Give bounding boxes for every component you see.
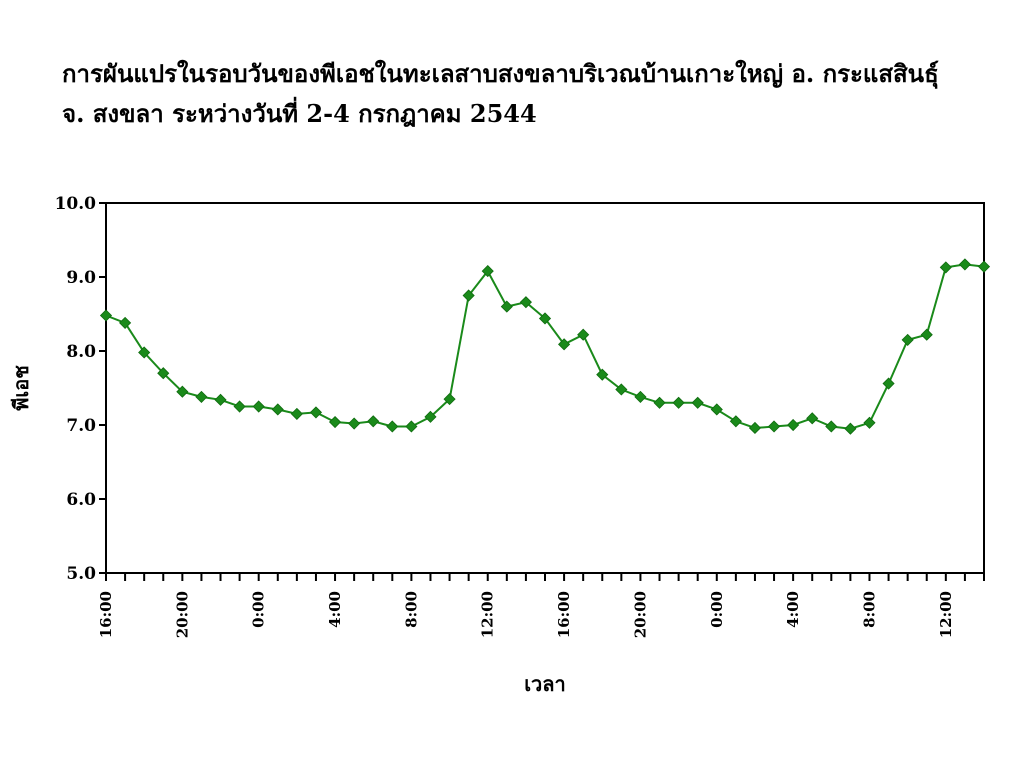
data-point bbox=[271, 403, 284, 416]
data-point bbox=[519, 296, 532, 309]
data-point bbox=[729, 415, 742, 428]
x-tick-label: 0:00 bbox=[708, 591, 726, 628]
data-point bbox=[328, 415, 342, 429]
data-point bbox=[596, 368, 609, 381]
data-point bbox=[538, 312, 552, 325]
data-point bbox=[939, 261, 952, 274]
x-tick-label: 4:00 bbox=[784, 591, 802, 628]
y-tick-label: 10.0 bbox=[55, 194, 97, 214]
x-tick-label: 16:00 bbox=[555, 591, 573, 638]
data-point bbox=[481, 265, 494, 278]
x-axis-title: เวลา bbox=[524, 672, 566, 696]
data-point bbox=[157, 367, 170, 380]
data-point bbox=[634, 390, 647, 403]
data-point bbox=[558, 338, 571, 351]
data-point bbox=[748, 421, 762, 435]
data-point bbox=[710, 403, 723, 416]
plot-frame bbox=[105, 202, 985, 574]
data-point bbox=[386, 420, 399, 433]
y-axis-title: พีเอช bbox=[9, 365, 33, 411]
data-point bbox=[863, 416, 876, 429]
data-point bbox=[195, 390, 208, 403]
chart-title: การผันแปรในรอบวันของพีเอชในทะเลสาบสงขลาบ… bbox=[62, 54, 1002, 134]
x-tick-label: 16:00 bbox=[97, 591, 115, 638]
data-point bbox=[653, 396, 666, 409]
chart-title-line-2: จ. สงขลา ระหว่างวันที่ 2-4 กรกฎาคม 2544 bbox=[62, 99, 537, 128]
data-point bbox=[290, 407, 303, 420]
data-point bbox=[901, 333, 914, 346]
data-point bbox=[462, 289, 475, 302]
data-point bbox=[214, 393, 227, 406]
data-point bbox=[672, 396, 685, 409]
y-tick-label: 7.0 bbox=[66, 416, 96, 436]
y-tick-label: 6.0 bbox=[66, 490, 96, 510]
data-point bbox=[825, 420, 838, 433]
x-tick-label: 12:00 bbox=[937, 591, 955, 638]
data-point bbox=[443, 393, 456, 406]
data-point bbox=[119, 316, 132, 329]
x-tick-label: 4:00 bbox=[326, 591, 344, 628]
data-point bbox=[405, 420, 418, 433]
data-point bbox=[309, 406, 323, 419]
data-point bbox=[615, 383, 628, 396]
data-point bbox=[252, 400, 265, 413]
data-point bbox=[500, 300, 513, 313]
x-tick-label: 0:00 bbox=[250, 591, 268, 628]
data-point bbox=[176, 385, 189, 398]
data-point bbox=[367, 415, 380, 428]
data-point bbox=[348, 417, 361, 430]
data-point bbox=[138, 346, 151, 359]
data-point bbox=[233, 400, 246, 413]
data-point bbox=[577, 328, 590, 341]
data-point bbox=[424, 410, 437, 423]
x-tick-label: 12:00 bbox=[479, 591, 497, 638]
x-tick-label: 8:00 bbox=[402, 591, 420, 628]
y-tick-label: 9.0 bbox=[66, 268, 96, 288]
data-point bbox=[844, 422, 857, 435]
data-point bbox=[958, 258, 971, 271]
data-point bbox=[691, 396, 704, 409]
y-tick-label: 8.0 bbox=[66, 342, 96, 362]
data-point bbox=[767, 420, 781, 433]
data-point bbox=[920, 328, 933, 341]
data-point bbox=[977, 260, 991, 273]
chart-title-line-1: การผันแปรในรอบวันของพีเอชในทะเลสาบสงขลาบ… bbox=[62, 59, 939, 88]
data-point bbox=[787, 418, 800, 432]
y-tick-label: 5.0 bbox=[66, 564, 96, 584]
x-tick-label: 8:00 bbox=[860, 591, 878, 628]
x-tick-label: 20:00 bbox=[173, 591, 191, 638]
x-tick-label: 20:00 bbox=[631, 591, 649, 638]
data-point bbox=[99, 309, 113, 322]
data-point bbox=[882, 377, 895, 390]
data-point bbox=[806, 412, 819, 425]
